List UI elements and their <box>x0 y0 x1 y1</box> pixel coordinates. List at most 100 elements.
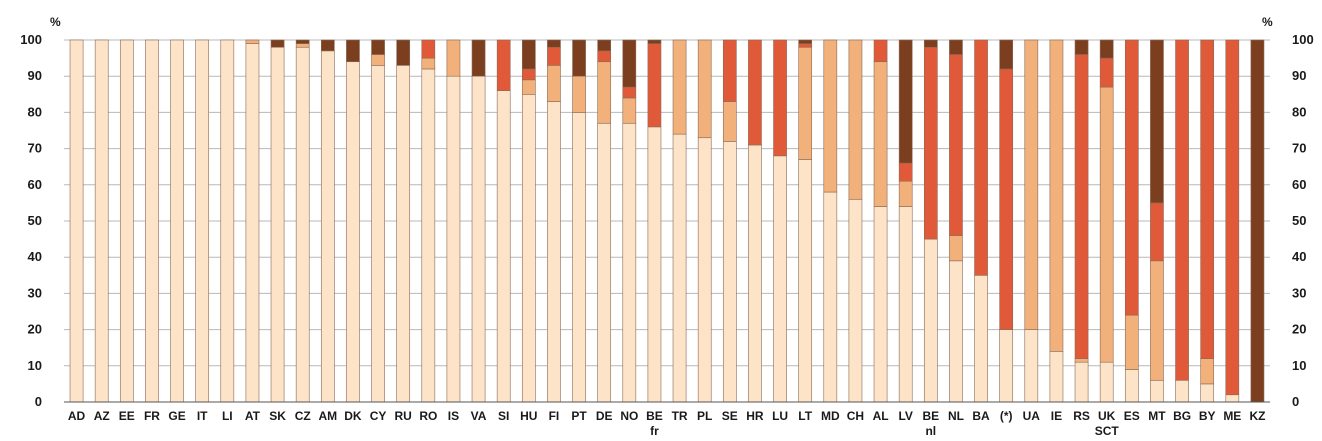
y-tick-label-right: 30 <box>1292 285 1306 300</box>
bar-stack-it <box>195 39 210 403</box>
x-tick-label: FR <box>144 409 160 423</box>
bar-segment-0 <box>773 155 787 403</box>
bar-segment-3 <box>1099 39 1114 59</box>
bar-stack-me <box>1225 39 1240 403</box>
x-tick-label: IE <box>1051 409 1062 423</box>
x-tick-label: HU <box>520 409 537 423</box>
bar-segment-0 <box>1074 361 1089 403</box>
bar-segment-1 <box>446 39 461 77</box>
x-tick-label: AM <box>318 409 337 423</box>
y-tick-label-left: 100 <box>20 32 42 47</box>
bar-segment-2 <box>773 39 787 157</box>
bar-segment-0 <box>748 144 762 403</box>
x-tick-label: RU <box>395 409 412 423</box>
bar-segment-0 <box>320 50 335 403</box>
bar-stack-se <box>722 39 737 403</box>
bar-stack-pl <box>697 39 712 403</box>
y-tick-label-right: 20 <box>1292 322 1306 337</box>
bar-segment-1 <box>798 46 813 160</box>
bars <box>69 39 1265 403</box>
bar-stack-uk <box>1099 39 1114 403</box>
bar-segment-0 <box>547 101 561 403</box>
bar-segment-1 <box>722 101 737 142</box>
bar-segment-0 <box>94 39 109 403</box>
bar-segment-0 <box>446 75 461 403</box>
bar-segment-2 <box>1074 54 1089 359</box>
bar-segment-2 <box>748 39 762 146</box>
bar-segment-2 <box>974 39 988 276</box>
y-tick-label-right: 60 <box>1292 177 1306 192</box>
bar-segment-2 <box>923 46 938 240</box>
y-tick-label-right: 80 <box>1292 104 1306 119</box>
y-tick-label-right: 0 <box>1292 394 1299 409</box>
bar-segment-0 <box>923 238 938 403</box>
bar-stack-ch <box>848 39 863 403</box>
bar-stack-lu <box>773 39 787 403</box>
bar-stack-es <box>1124 39 1139 403</box>
bar-segment-0 <box>597 122 612 403</box>
bar-stack- <box>999 39 1014 403</box>
bar-segment-0 <box>371 65 385 403</box>
y-tick-label-left: 20 <box>28 322 42 337</box>
bar-stack-nl <box>949 39 963 403</box>
bar-segment-0 <box>848 198 863 403</box>
x-tick-label: IT <box>197 409 208 423</box>
bar-stack-li <box>220 39 235 403</box>
bar-stack-be <box>923 39 938 403</box>
x-tick-label: VA <box>471 409 487 423</box>
x-tick-label: LU <box>772 409 788 423</box>
bar-segment-0 <box>119 39 134 403</box>
bar-segment-2 <box>798 43 813 48</box>
x-tick-label: UK <box>1098 409 1116 423</box>
x-tick-label: (*) <box>1000 409 1013 423</box>
bar-segment-2 <box>1124 39 1139 316</box>
bar-segment-1 <box>245 39 260 44</box>
bar-segment-2 <box>898 162 913 182</box>
bar-segment-0 <box>898 206 913 403</box>
bar-stack-al <box>873 39 888 403</box>
y-tick-label-right: 40 <box>1292 249 1306 264</box>
bar-segment-0 <box>974 274 988 403</box>
bar-stack-tr <box>672 39 687 403</box>
x-tick-sublabel: nl <box>925 424 936 438</box>
bar-segment-3 <box>270 39 285 48</box>
x-tick-sublabel: fr <box>650 424 659 438</box>
bar-segment-0 <box>496 90 511 403</box>
y-axis-unit-right: % <box>1262 15 1273 29</box>
bar-stack-md <box>823 39 838 403</box>
bar-stack-hr <box>748 39 762 403</box>
bar-segment-1 <box>521 79 536 95</box>
bar-segment-1 <box>371 54 385 66</box>
y-tick-label-left: 0 <box>35 394 42 409</box>
bar-segment-1 <box>823 39 838 193</box>
bar-segment-3 <box>396 39 411 66</box>
bar-stack-va <box>471 39 486 403</box>
bar-segment-2 <box>421 39 436 59</box>
x-tick-label: SE <box>722 409 738 423</box>
bar-segment-2 <box>1225 39 1240 396</box>
bar-stack-fr <box>145 39 159 403</box>
bar-segment-3 <box>572 39 586 77</box>
bar-segment-0 <box>1225 394 1240 403</box>
bar-segment-1 <box>697 39 712 139</box>
bar-segment-3 <box>320 39 335 52</box>
x-tick-label: GE <box>168 409 185 423</box>
x-tick-label: BG <box>1173 409 1191 423</box>
bar-segment-1 <box>898 180 913 207</box>
bar-segment-3 <box>898 39 913 164</box>
x-tick-label: AL <box>873 409 889 423</box>
bar-segment-2 <box>521 68 536 81</box>
bar-stack-lt <box>798 39 813 403</box>
bar-stack-rs <box>1074 39 1089 403</box>
y-axis-unit-left: % <box>50 15 61 29</box>
gridlines <box>64 39 1270 403</box>
bar-stack-kz <box>1250 39 1265 403</box>
bar-segment-0 <box>1175 379 1189 403</box>
bar-segment-3 <box>295 39 310 44</box>
bar-segment-1 <box>672 39 687 135</box>
bar-segment-0 <box>195 39 210 403</box>
x-tick-label: MT <box>1148 409 1166 423</box>
bar-segment-1 <box>873 61 888 207</box>
bar-segment-3 <box>647 39 662 44</box>
